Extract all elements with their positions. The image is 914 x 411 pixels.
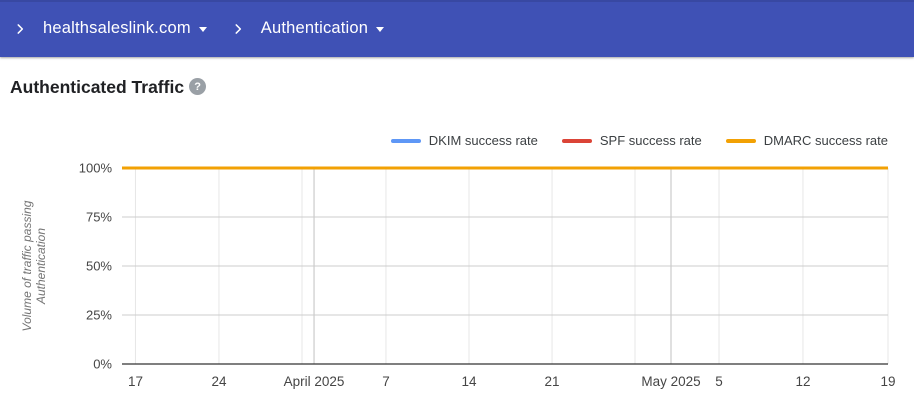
traffic-chart[interactable]: 0% 25% 50% 75% 100% 17 24 April 2025 7 14 21 May 20…: [0, 120, 914, 411]
svg-text:100%: 100%: [79, 161, 113, 176]
help-icon[interactable]: ?: [189, 78, 207, 95]
svg-text:75%: 75%: [86, 210, 112, 225]
y-axis-title: Volume of traffic passing Authentication: [20, 200, 48, 331]
chevron-right-icon: [13, 22, 27, 36]
legend-line-swatch: [390, 138, 421, 143]
svg-text:May 2025: May 2025: [641, 374, 700, 389]
breadcrumb-domain-dropdown[interactable]: healthsaleslink.com: [43, 19, 207, 38]
page-title: Authenticated Traffic: [10, 77, 185, 97]
svg-text:Volume of traffic passing: Volume of traffic passing: [20, 200, 34, 331]
caret-down-icon: [198, 27, 207, 32]
legend-line-swatch: [561, 138, 592, 143]
legend-item-dmarc-success-rate: DMARC success rate: [725, 133, 888, 148]
svg-text:21: 21: [545, 374, 560, 389]
breadcrumb-section-label: Authentication: [260, 19, 369, 37]
breadcrumb-section-dropdown[interactable]: Authentication: [260, 19, 385, 38]
svg-text:7: 7: [382, 374, 390, 389]
svg-text:12: 12: [795, 374, 810, 389]
chart-legend: DKIM success rate SPF success rate DMARC s…: [390, 133, 888, 148]
breadcrumb-domain-label: healthsaleslink.com: [43, 19, 191, 37]
svg-text:0%: 0%: [93, 357, 112, 372]
svg-text:April 2025: April 2025: [284, 374, 345, 389]
caret-down-icon: [376, 27, 385, 32]
svg-text:Authentication: Authentication: [34, 228, 48, 305]
page-title-row: Authenticated Traffic ?: [10, 77, 207, 97]
svg-text:17: 17: [128, 374, 143, 389]
legend-label: DMARC success rate: [763, 133, 888, 148]
legend-label: DKIM success rate: [428, 133, 538, 148]
chevron-right-icon: [231, 22, 245, 36]
legend-item-spf-success-rate: SPF success rate: [561, 133, 702, 148]
svg-text:5: 5: [715, 374, 723, 389]
legend-line-swatch: [725, 138, 756, 143]
svg-text:24: 24: [211, 374, 227, 389]
legend-label: SPF success rate: [599, 133, 702, 148]
svg-text:50%: 50%: [86, 259, 112, 274]
top-nav-bar: healthsaleslink.com Authentication: [0, 0, 914, 57]
svg-text:25%: 25%: [86, 308, 112, 323]
svg-text:19: 19: [880, 374, 895, 389]
svg-text:14: 14: [461, 374, 477, 389]
legend-item-dkim-success-rate: DKIM success rate: [390, 133, 538, 148]
